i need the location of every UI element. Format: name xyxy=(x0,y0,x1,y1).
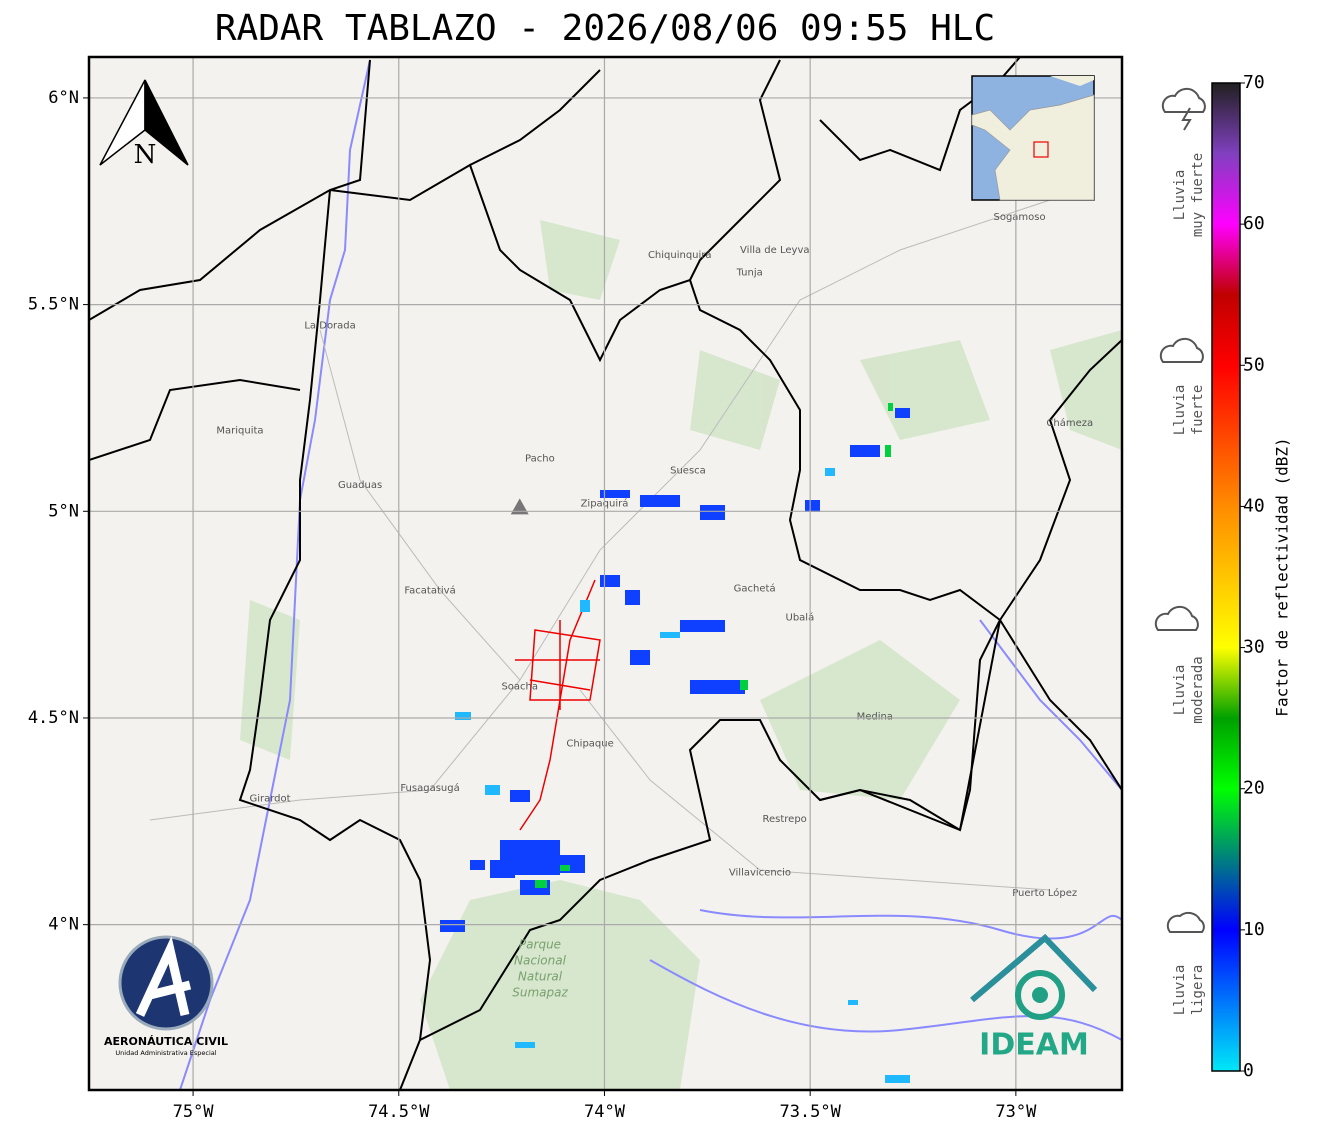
ideam-logo: IDEAM xyxy=(970,933,1098,1063)
place-label: Chámeza xyxy=(1046,417,1093,429)
rain-category-label: Lluvia xyxy=(1172,170,1188,221)
park-label-line: Parque xyxy=(519,938,561,952)
place-label: Girardot xyxy=(249,794,290,805)
colorbar-tick-label: 30 xyxy=(1243,637,1265,658)
y-tick-label: 4.5°N xyxy=(28,708,79,728)
place-label: Restrepo xyxy=(763,814,807,825)
park-label: Parque Nacional Natural Sumapaz xyxy=(512,938,568,1000)
y-tick-label: 6°N xyxy=(48,88,79,108)
place-label: La Dorada xyxy=(304,320,355,331)
aeronautica-sub: Unidad Administrativa Especial xyxy=(115,1049,216,1057)
map-frame xyxy=(87,55,1124,1092)
colorbar xyxy=(1211,82,1241,1072)
place-label: Suesca xyxy=(670,465,706,476)
radar-site xyxy=(510,498,529,515)
place-label: Villa de Leyva xyxy=(740,245,809,256)
place-label: Villavicencio xyxy=(729,868,791,879)
colorbar-tick-label: 70 xyxy=(1243,72,1265,93)
rain-category-label: Lluvia xyxy=(1172,385,1188,436)
x-tick-label: 75°W xyxy=(173,1102,215,1122)
x-tick-label: 74.5°W xyxy=(368,1102,430,1122)
y-tick-label: 5.5°N xyxy=(28,295,79,315)
place-label: Medina xyxy=(857,712,893,723)
colorbar-ticks: 0 10 20 30 40 50 60 70 xyxy=(1240,72,1265,1081)
graticule xyxy=(89,57,1122,1090)
roads xyxy=(149,199,1051,891)
x-tick-label: 74°W xyxy=(584,1102,626,1122)
rain-category-label: fuerte xyxy=(1190,385,1206,436)
x-tick-label: 73.5°W xyxy=(779,1102,841,1122)
place-label: Mariquita xyxy=(216,425,263,436)
axis-ticks: 75°W 74.5°W 74°W 73.5°W 73°W 6°N 5.5°N 5°N 4.5°N… xyxy=(28,88,1037,1122)
colorbar-label: Factor de reflectividad (dBZ) xyxy=(1273,437,1292,716)
department-borders xyxy=(89,57,1122,1090)
colorbar-tick-label: 60 xyxy=(1243,213,1265,234)
y-tick-label: 5°N xyxy=(48,501,79,521)
place-label: Guaduas xyxy=(338,480,382,491)
place-label: Tunja xyxy=(736,267,763,278)
x-tick-label: 73°W xyxy=(995,1102,1037,1122)
aeronautica-logo: AERONÁUTICA CIVIL Unidad Administrativa … xyxy=(104,935,228,1057)
inset-map xyxy=(971,75,1095,201)
rain-category-label: muy fuerte xyxy=(1190,153,1206,237)
rain-category-label: moderada xyxy=(1190,656,1206,723)
rain-icons xyxy=(1154,87,1206,933)
y-tick-label: 4°N xyxy=(48,915,79,935)
place-label: Fusagasugá xyxy=(400,782,459,794)
colorbar-tick-label: 40 xyxy=(1243,495,1265,516)
place-label: Ubalá xyxy=(786,612,815,624)
place-label: Gachetá xyxy=(734,583,776,595)
place-label: Puerto López xyxy=(1012,887,1077,899)
north-arrow: N xyxy=(99,79,189,170)
park-label-line: Sumapaz xyxy=(512,986,568,1000)
rain-category-label: ligera xyxy=(1190,965,1206,1016)
rain-category-label: Lluvia xyxy=(1172,665,1188,716)
place-label: Sogamoso xyxy=(993,212,1045,223)
place-label: Pacho xyxy=(525,453,555,464)
park-label-line: Natural xyxy=(518,970,563,984)
colorbar-tick-label: 10 xyxy=(1243,919,1265,940)
colorbar-tick-label: 50 xyxy=(1243,354,1265,375)
aeronautica-name: AERONÁUTICA CIVIL xyxy=(104,1035,228,1048)
colorbar-tick-label: 20 xyxy=(1243,778,1265,799)
radar-echoes xyxy=(440,403,910,1083)
place-label: Facatativá xyxy=(404,585,455,597)
ideam-name: IDEAM xyxy=(979,1028,1089,1063)
colorbar-tick-label: 0 xyxy=(1243,1060,1254,1081)
title: RADAR TABLAZO - 2026/08/06 09:55 HLC xyxy=(215,8,995,49)
bogota-roads xyxy=(515,579,601,831)
north-label: N xyxy=(134,140,157,170)
place-label: Soacha xyxy=(501,682,538,693)
park-label-line: Nacional xyxy=(514,954,567,968)
place-label: Chipaque xyxy=(566,739,613,750)
rain-category-label: Lluvia xyxy=(1172,965,1188,1016)
place-label: Chiquinquirá xyxy=(648,249,712,261)
